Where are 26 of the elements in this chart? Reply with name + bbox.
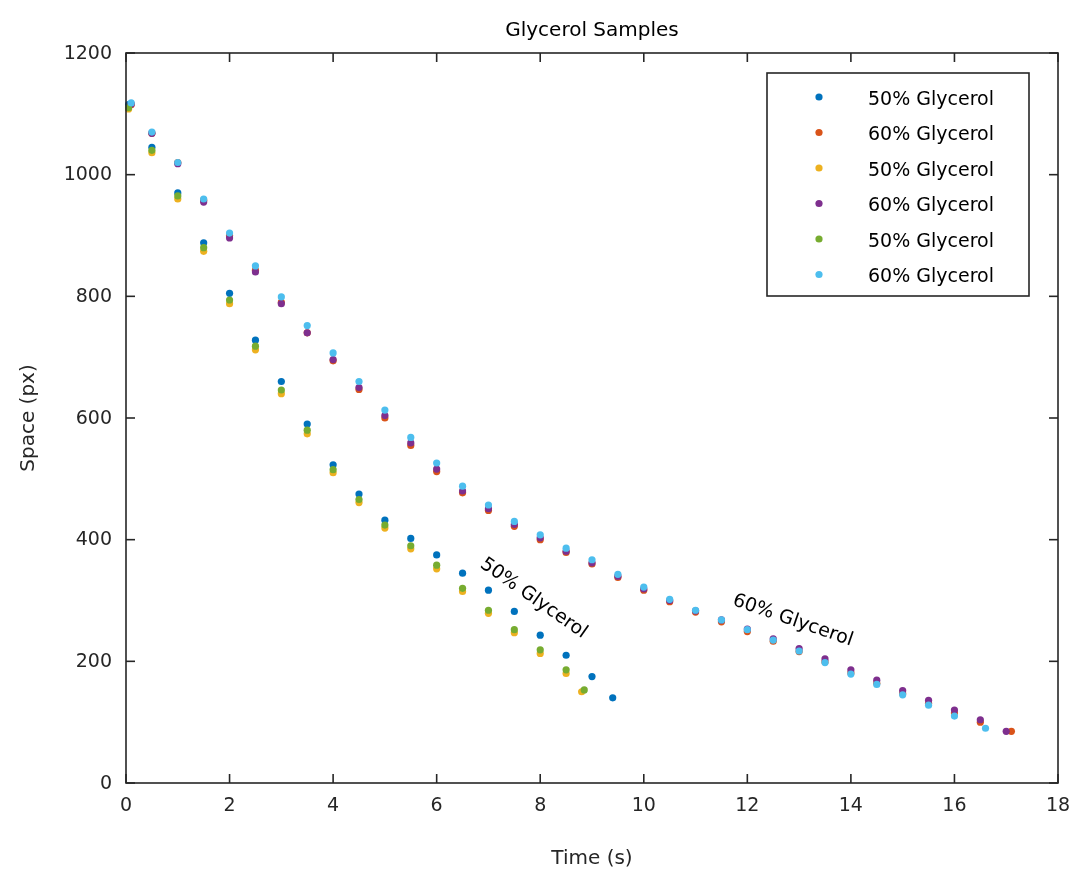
- x-tick-label: 2: [223, 793, 236, 815]
- y-tick-label: 400: [75, 527, 112, 550]
- y-tick-label: 600: [75, 405, 112, 428]
- x-tick-label: 18: [1045, 793, 1070, 815]
- legend-label: 60% Glycerol: [868, 193, 994, 215]
- legend-label: 50% Glycerol: [868, 157, 994, 180]
- chart-title: Glycerol Samples: [505, 17, 679, 41]
- x-tick-label: 4: [327, 793, 340, 815]
- y-tick-label: 200: [75, 648, 112, 671]
- legend-label: 60% Glycerol: [868, 264, 994, 286]
- x-tick-label: 8: [534, 793, 547, 815]
- legend-label: 50% Glycerol: [868, 228, 994, 251]
- y-tick-label: 800: [75, 283, 112, 306]
- x-tick-label: 0: [119, 793, 133, 815]
- y-tick-label: 0: [99, 770, 112, 793]
- x-tick-label: 10: [631, 793, 656, 815]
- x-axis-title: Time (s): [550, 845, 633, 869]
- x-tick-label: 14: [838, 793, 863, 815]
- legend-label: 60% Glycerol: [868, 122, 994, 144]
- x-tick-label: 6: [430, 793, 443, 815]
- legend-label: 50% Glycerol: [868, 86, 994, 109]
- y-axis-title: Space (px): [15, 364, 39, 472]
- x-tick-label: 12: [735, 793, 760, 815]
- y-tick-label: 1200: [63, 40, 112, 63]
- x-tick-label: 16: [942, 793, 967, 815]
- y-tick-label: 1000: [63, 162, 112, 185]
